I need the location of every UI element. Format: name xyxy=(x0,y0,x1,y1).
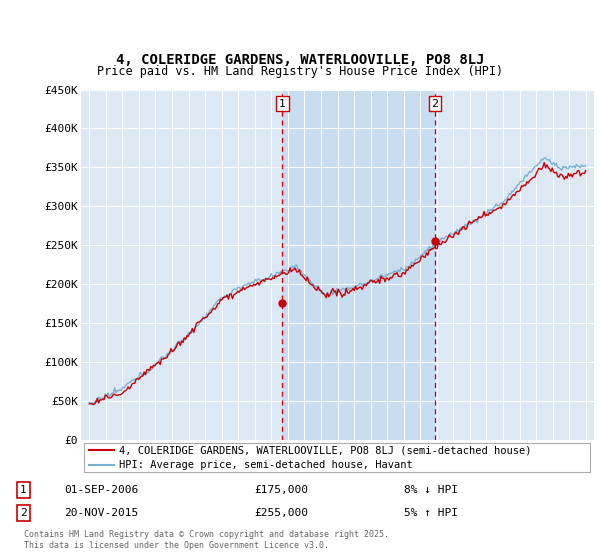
Text: 8% ↓ HPI: 8% ↓ HPI xyxy=(404,485,458,495)
Text: 4, COLERIDGE GARDENS, WATERLOOVILLE, PO8 8LJ: 4, COLERIDGE GARDENS, WATERLOOVILLE, PO8… xyxy=(116,53,484,67)
Text: 2: 2 xyxy=(431,99,439,109)
Text: 4, COLERIDGE GARDENS, WATERLOOVILLE, PO8 8LJ (semi-detached house): 4, COLERIDGE GARDENS, WATERLOOVILLE, PO8… xyxy=(119,445,532,455)
Text: 20-NOV-2015: 20-NOV-2015 xyxy=(64,508,138,518)
Text: £175,000: £175,000 xyxy=(254,485,308,495)
FancyBboxPatch shape xyxy=(83,443,590,472)
Text: £255,000: £255,000 xyxy=(254,508,308,518)
Bar xyxy=(283,90,435,440)
Text: Price paid vs. HM Land Registry's House Price Index (HPI): Price paid vs. HM Land Registry's House … xyxy=(97,64,503,78)
Text: 1: 1 xyxy=(279,99,286,109)
Text: 1: 1 xyxy=(20,485,27,495)
Text: 2: 2 xyxy=(20,508,27,518)
Text: Contains HM Land Registry data © Crown copyright and database right 2025.
This d: Contains HM Land Registry data © Crown c… xyxy=(23,530,389,550)
Text: HPI: Average price, semi-detached house, Havant: HPI: Average price, semi-detached house,… xyxy=(119,460,413,470)
Text: 01-SEP-2006: 01-SEP-2006 xyxy=(64,485,138,495)
Text: 5% ↑ HPI: 5% ↑ HPI xyxy=(404,508,458,518)
